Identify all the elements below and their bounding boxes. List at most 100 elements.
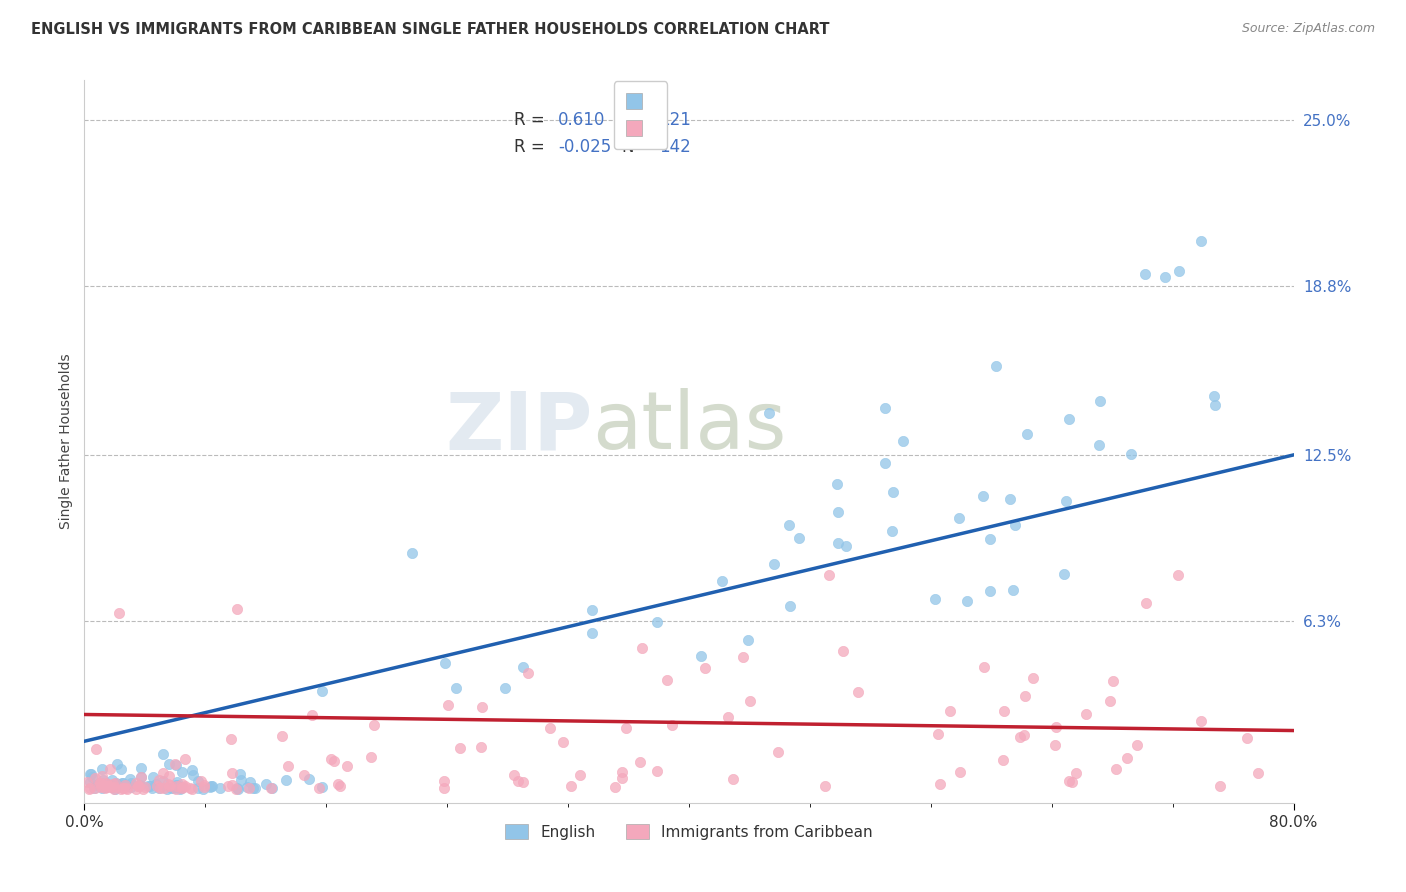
Point bbox=[129, 778, 152, 792]
Point bbox=[104, 781, 127, 796]
Point bbox=[103, 780, 125, 794]
Point bbox=[924, 591, 946, 606]
Point bbox=[1102, 673, 1125, 688]
Point bbox=[169, 781, 191, 796]
Point bbox=[98, 762, 121, 776]
Point bbox=[818, 568, 841, 582]
Point bbox=[156, 782, 179, 797]
Point bbox=[311, 780, 333, 794]
Point bbox=[1135, 596, 1157, 610]
Point bbox=[260, 780, 283, 795]
Point bbox=[111, 776, 134, 790]
Text: R =: R = bbox=[513, 138, 544, 156]
Point bbox=[129, 761, 152, 775]
Point bbox=[166, 780, 188, 794]
Point bbox=[891, 434, 914, 448]
Point bbox=[929, 777, 952, 791]
Point bbox=[1053, 566, 1076, 581]
Point bbox=[814, 780, 837, 794]
Point bbox=[165, 778, 187, 792]
Point bbox=[560, 779, 582, 793]
Point bbox=[336, 759, 359, 773]
Point bbox=[148, 780, 170, 795]
Point bbox=[1074, 706, 1097, 721]
Point bbox=[238, 781, 260, 796]
Point bbox=[647, 615, 669, 630]
Text: R =: R = bbox=[513, 111, 544, 129]
Point bbox=[882, 524, 904, 538]
Point bbox=[1209, 779, 1232, 793]
Point bbox=[827, 505, 849, 519]
Point bbox=[219, 731, 242, 746]
Point bbox=[141, 781, 163, 796]
Point bbox=[984, 359, 1007, 373]
Point bbox=[1064, 766, 1087, 780]
Point bbox=[145, 777, 167, 791]
Point bbox=[1154, 270, 1177, 285]
Point bbox=[972, 489, 994, 503]
Point bbox=[94, 781, 117, 796]
Point bbox=[221, 778, 243, 792]
Point bbox=[110, 782, 132, 797]
Point bbox=[96, 775, 118, 789]
Point bbox=[174, 779, 197, 793]
Point bbox=[778, 517, 800, 532]
Point bbox=[581, 602, 603, 616]
Point bbox=[90, 778, 112, 792]
Point bbox=[115, 780, 138, 795]
Point bbox=[200, 779, 222, 793]
Point bbox=[225, 781, 247, 796]
Point bbox=[1008, 730, 1031, 744]
Point bbox=[655, 673, 678, 687]
Point bbox=[827, 535, 849, 549]
Point bbox=[1001, 582, 1024, 597]
Point bbox=[721, 772, 744, 786]
Point bbox=[172, 780, 194, 794]
Text: atlas: atlas bbox=[592, 388, 786, 467]
Point bbox=[979, 532, 1001, 546]
Point bbox=[628, 755, 651, 769]
Point bbox=[321, 752, 343, 766]
Point bbox=[209, 780, 232, 795]
Point bbox=[297, 772, 319, 787]
Point bbox=[226, 602, 249, 616]
Point bbox=[433, 780, 456, 795]
Point bbox=[91, 772, 114, 787]
Point bbox=[174, 752, 197, 766]
Point bbox=[1057, 773, 1080, 788]
Point bbox=[79, 775, 101, 789]
Point bbox=[226, 782, 249, 797]
Point bbox=[159, 778, 181, 792]
Point bbox=[433, 774, 456, 789]
Point bbox=[846, 685, 869, 699]
Point bbox=[1059, 412, 1081, 426]
Point bbox=[603, 780, 626, 795]
Point bbox=[94, 779, 117, 793]
Point bbox=[360, 750, 382, 764]
Point bbox=[260, 780, 283, 795]
Point bbox=[1236, 731, 1258, 746]
Point bbox=[1062, 775, 1084, 789]
Point bbox=[616, 722, 638, 736]
Point bbox=[225, 780, 247, 795]
Point bbox=[129, 770, 152, 784]
Point bbox=[112, 776, 135, 790]
Legend: English, Immigrants from Caribbean: English, Immigrants from Caribbean bbox=[499, 818, 879, 846]
Point bbox=[83, 780, 105, 795]
Point bbox=[193, 779, 215, 793]
Point bbox=[110, 762, 132, 776]
Point bbox=[998, 492, 1021, 507]
Point bbox=[437, 698, 460, 713]
Point bbox=[1088, 393, 1111, 408]
Point bbox=[766, 745, 789, 759]
Point bbox=[927, 727, 949, 741]
Point bbox=[165, 780, 187, 795]
Point bbox=[1167, 568, 1189, 582]
Point bbox=[503, 768, 526, 782]
Point bbox=[243, 780, 266, 795]
Point bbox=[323, 754, 346, 768]
Point bbox=[363, 717, 385, 731]
Point bbox=[221, 765, 243, 780]
Point bbox=[193, 780, 215, 794]
Point bbox=[695, 661, 717, 675]
